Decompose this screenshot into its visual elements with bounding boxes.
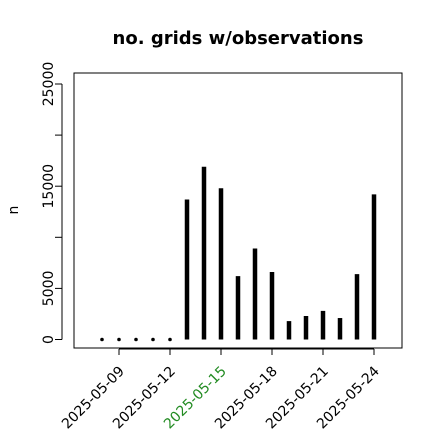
bar-2025-05-10 bbox=[134, 337, 138, 342]
y-tick-label: 25000 bbox=[41, 62, 57, 107]
y-axis: 0 5000 15000 25000 bbox=[41, 62, 63, 344]
chart-title: no. grids w/observations bbox=[113, 28, 364, 49]
bar-2025-05-11 bbox=[151, 337, 155, 342]
bar-2025-05-08 bbox=[100, 337, 104, 342]
bars-layer bbox=[100, 166, 377, 342]
y-axis-label: n bbox=[6, 206, 22, 215]
y-tick-label: 0 bbox=[41, 335, 57, 344]
y-tick-label: 15000 bbox=[41, 164, 57, 209]
x-axis: 2025-05-092025-05-122025-05-152025-05-18… bbox=[59, 348, 383, 432]
plot-frame bbox=[73, 72, 403, 349]
bar-2025-05-12 bbox=[168, 337, 172, 342]
bar-2025-05-09 bbox=[117, 337, 121, 342]
y-tick-label: 5000 bbox=[41, 271, 57, 307]
